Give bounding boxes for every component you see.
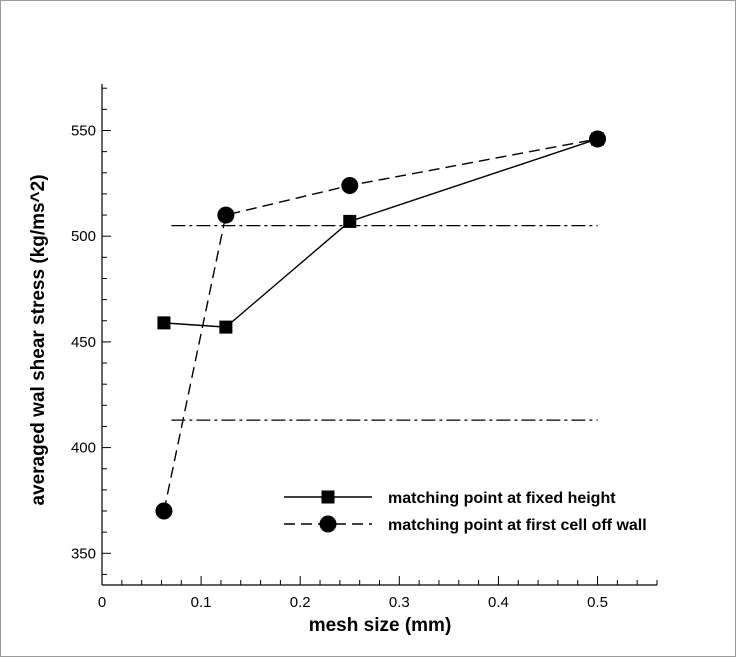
axes: 0 0.1 0.2 0.3 0.4 0.5 350 400 450 500 550 [71, 84, 658, 611]
circle-point [217, 206, 235, 224]
square-point [219, 320, 233, 334]
square-point [157, 316, 171, 330]
x-tick-label: 0.4 [488, 594, 509, 611]
legend: matching point at fixed height matching p… [284, 490, 647, 534]
reference-lines [171, 225, 598, 421]
y-tick-label: 550 [71, 123, 96, 140]
series-line-1 [163, 138, 598, 328]
series-line-2 [163, 138, 598, 512]
x-tick-label: 0 [98, 594, 106, 611]
square-point [343, 214, 357, 228]
y-tick-label: 450 [71, 334, 96, 351]
x-axis-title: mesh size (mm) [309, 615, 452, 636]
y-tick-label: 500 [71, 228, 96, 245]
x-tick-label: 0.3 [389, 594, 410, 611]
circle-point [155, 502, 173, 520]
x-tick-label: 0.5 [587, 594, 608, 611]
x-tick-label: 0.1 [191, 594, 212, 611]
series-lines [163, 138, 598, 512]
series-markers [155, 130, 607, 520]
y-axis-title: averaged wal shear stress (kg/ms^2) [28, 174, 49, 505]
circle-point [589, 130, 607, 148]
legend-marker-1 [321, 490, 335, 504]
circle-point [341, 176, 359, 194]
y-tick-label: 400 [71, 440, 96, 457]
legend-label-1: matching point at fixed height [388, 490, 616, 507]
y-tick-label: 350 [71, 545, 96, 562]
legend-marker-2 [319, 515, 337, 533]
legend-label-2: matching point at first cell off wall [388, 517, 647, 534]
x-tick-label: 0.2 [290, 594, 311, 611]
